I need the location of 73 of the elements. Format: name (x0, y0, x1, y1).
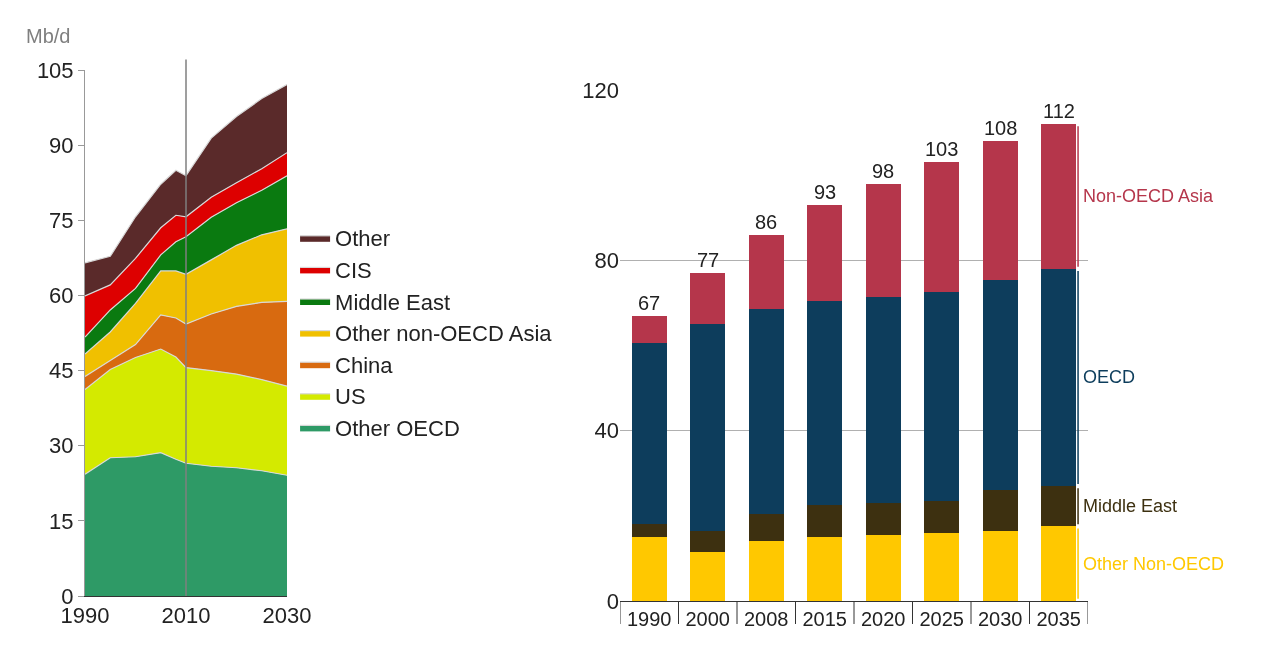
y-tick-label: 30 (49, 433, 74, 459)
bar (690, 530, 726, 553)
x-tick-label: 2010 (161, 603, 211, 629)
total-label: 86 (755, 211, 778, 233)
legend-label: Middle East (335, 289, 451, 315)
y-tick-label: 105 (36, 57, 74, 83)
bar (748, 309, 784, 514)
bar (1041, 526, 1077, 601)
legend-label: Other non-OECD Asia (335, 321, 553, 347)
total-label: 108 (984, 117, 1018, 139)
bar (865, 296, 901, 504)
y-axis-title: Mb/d (26, 25, 71, 47)
y-tick-label: 45 (49, 358, 74, 384)
bar (924, 532, 960, 601)
bar (865, 183, 901, 297)
bar (631, 524, 667, 538)
legend-label: Other (335, 226, 391, 252)
x-tick-label: 2035 (1036, 608, 1081, 630)
bar (631, 537, 667, 601)
total-label: 98 (872, 160, 895, 182)
y-tick-label: 15 (49, 508, 74, 534)
bar (807, 300, 843, 506)
y-tick-label: 75 (49, 207, 74, 233)
legend-label: Middle East (1083, 496, 1178, 516)
x-tick-label: 2020 (861, 608, 906, 630)
legend-label: Other OECD (335, 415, 460, 441)
total-label: 67 (638, 292, 661, 314)
bar (865, 503, 901, 535)
legend-label: CIS (335, 257, 372, 283)
bar (748, 234, 784, 310)
x-tick-label: 2030 (262, 603, 312, 629)
bar (982, 279, 1018, 491)
x-tick-label: 1990 (627, 608, 672, 630)
bar (982, 490, 1018, 531)
y-tick-label: 90 (49, 132, 74, 158)
x-tick-label: 2030 (978, 608, 1023, 630)
bar (982, 530, 1018, 601)
y-tick-label: 0 (606, 588, 619, 614)
bar (924, 162, 960, 293)
bar (631, 315, 667, 344)
bar (924, 500, 960, 533)
bar (631, 343, 667, 525)
bar (690, 273, 726, 325)
bar (807, 204, 843, 301)
bar (807, 537, 843, 601)
bar (807, 505, 843, 538)
bar (1041, 124, 1077, 269)
legend-label: US (335, 384, 366, 410)
bar (865, 535, 901, 601)
bar (748, 513, 784, 542)
series-label: Non-OECD Asia (1083, 186, 1215, 206)
bar (924, 292, 960, 501)
y-tick-label: 60 (49, 283, 74, 309)
bar (690, 552, 726, 601)
legend-label: China (335, 352, 394, 378)
total-label: 77 (697, 249, 720, 271)
bar (690, 324, 726, 531)
x-tick-label: 2025 (919, 608, 964, 630)
total-label: 103 (925, 138, 959, 160)
x-tick-label: 2015 (802, 608, 847, 630)
bar (1041, 268, 1077, 487)
y-tick-label: 120 (582, 77, 619, 103)
bar (982, 141, 1018, 280)
series-label: OECD (1083, 367, 1136, 387)
series-label: Other Non-OECD (1083, 554, 1225, 574)
y-tick-label: 80 (594, 248, 619, 274)
x-tick-label: 2008 (744, 608, 789, 630)
total-label: 93 (814, 181, 837, 203)
x-tick-label: 2000 (685, 608, 730, 630)
bar (1041, 486, 1077, 527)
bar (748, 541, 784, 601)
total-label: 112 (1043, 100, 1075, 122)
y-tick-label: 40 (594, 418, 619, 444)
